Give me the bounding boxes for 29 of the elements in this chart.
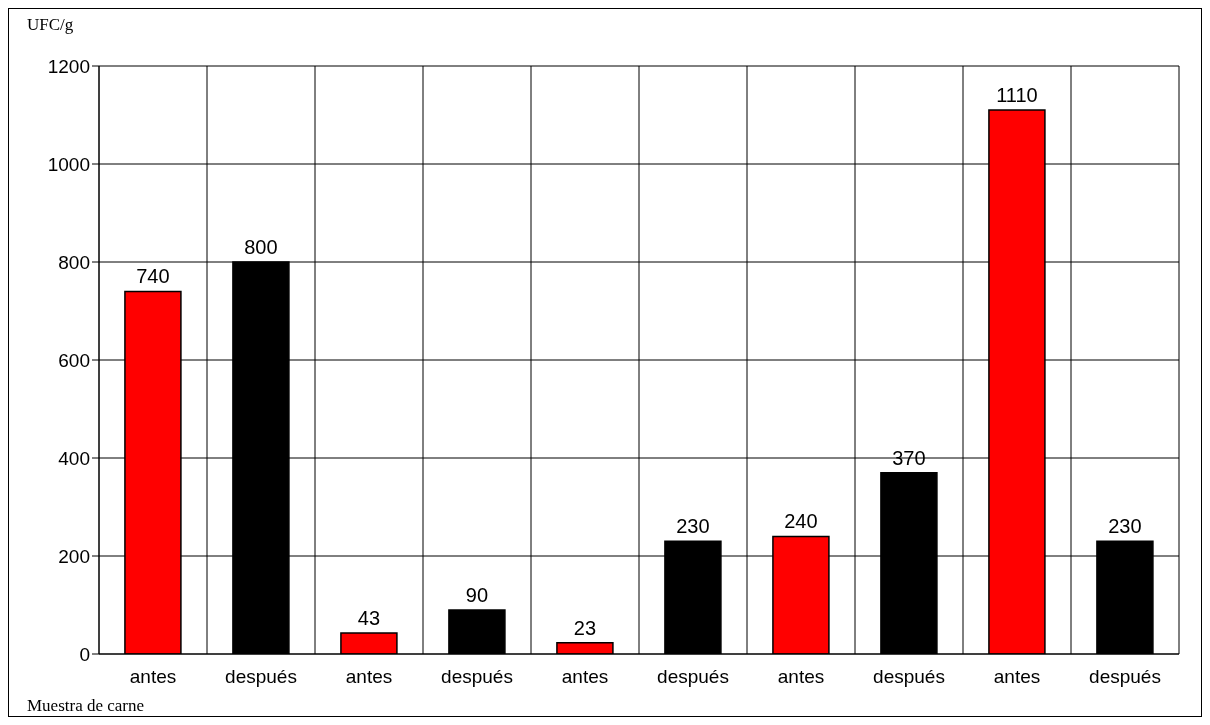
data-label: 230 [1108, 515, 1142, 538]
x-tick-label: después [657, 666, 729, 688]
data-label: 240 [784, 510, 818, 533]
x-tick-label: antes [345, 666, 393, 688]
data-label: 800 [244, 236, 278, 258]
y-tick-label: 800 [58, 251, 90, 273]
y-tick-label: 1000 [47, 153, 90, 175]
x-tick-label: después [441, 666, 513, 688]
x-tick-label: antes [561, 666, 609, 688]
y-axis-title: UFC/g [27, 15, 74, 35]
y-tick-label: 400 [58, 447, 90, 469]
data-label: 43 [357, 606, 381, 629]
x-tick-label: después [1089, 666, 1161, 688]
data-label: 230 [676, 515, 710, 538]
data-label: 370 [892, 446, 926, 469]
y-tick-label: 600 [58, 349, 90, 371]
x-tick-label: antes [777, 666, 825, 688]
x-tick-label: antes [129, 666, 177, 688]
y-tick-label: 1200 [47, 55, 90, 77]
y-tick-label: 200 [58, 545, 90, 567]
data-label: 90 [465, 583, 489, 606]
data-label: 1110 [996, 84, 1038, 107]
x-tick-label: antes [993, 666, 1041, 688]
data-label: 740 [136, 265, 170, 288]
x-tick-label: después [873, 666, 945, 688]
y-tick-label: 0 [79, 643, 90, 665]
data-label: 23 [573, 616, 597, 639]
x-tick-label: después [225, 666, 297, 688]
x-axis-title: Muestra de carne [27, 696, 145, 716]
